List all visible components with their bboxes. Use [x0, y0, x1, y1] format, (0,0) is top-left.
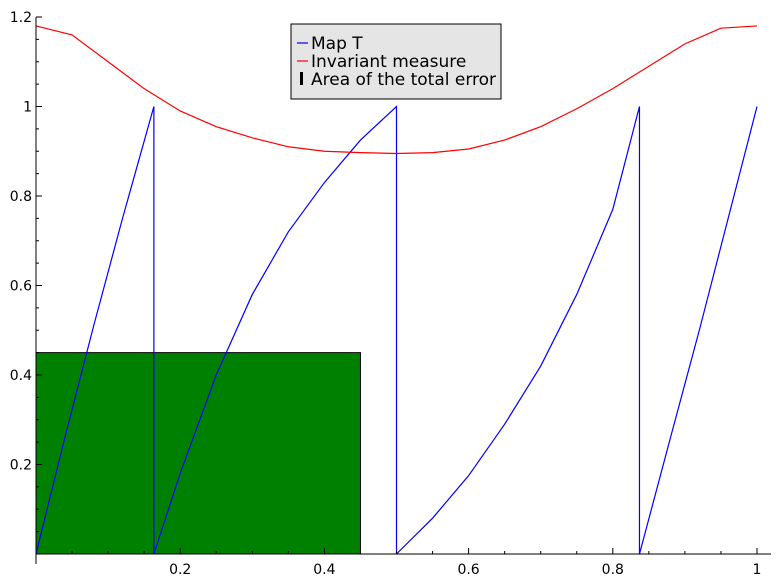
legend-label-invariant-measure: Invariant measure — [311, 52, 466, 72]
x-tick-label: 0.8 — [602, 562, 624, 578]
map-t-line-2 — [396, 106, 641, 555]
error-area-bar-0 — [35, 352, 361, 555]
y-tick-label: 0.6 — [10, 279, 32, 295]
y-tick-label: 0.2 — [10, 458, 32, 474]
y-tick-label: 0.4 — [10, 368, 32, 384]
axes: 0.2 0.4 0.6 0.8 1 0.2 0.4 0.6 0.8 1 1.2 — [10, 10, 771, 578]
x-tick-label: 0.4 — [313, 562, 335, 578]
invariant-measure-line-0 — [35, 25, 758, 155]
map-t-line-0 — [35, 106, 155, 555]
x-tick-label: 0.6 — [457, 562, 479, 578]
y-tick-label: 1.2 — [10, 10, 32, 26]
legend-swatch-error-area — [300, 72, 303, 85]
x-tick-label: 0.2 — [169, 562, 191, 578]
y-tick-label: 0.8 — [10, 189, 32, 205]
y-tick-label: 1 — [23, 100, 32, 116]
legend-box — [290, 23, 502, 100]
legend-label-error-area: Area of the total error — [311, 70, 496, 90]
error-area-layer — [35, 352, 361, 555]
legend-label-map-t: Map T — [311, 34, 363, 54]
map-t-line-3 — [638, 106, 758, 555]
legend: Map T Invariant measure Area of the tota… — [290, 23, 502, 100]
map-t-line-1 — [153, 105, 398, 555]
series-layer — [35, 25, 758, 555]
x-tick-label: 1 — [753, 562, 762, 578]
